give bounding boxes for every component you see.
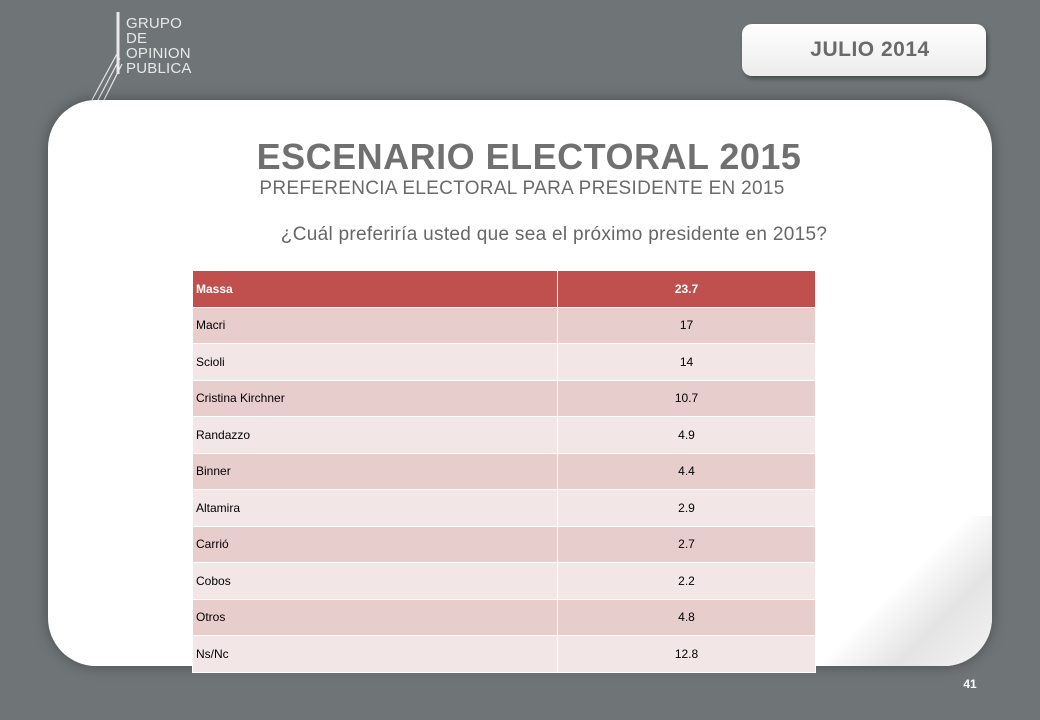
table-row: Massa 23.7: [192, 270, 816, 308]
candidate-value: 2.9: [557, 489, 816, 527]
page-curl: [822, 516, 992, 666]
logo-lines-icon: [91, 12, 123, 101]
logo-line: DE: [126, 30, 148, 47]
candidate-name: Ns/Nc: [192, 635, 558, 673]
candidate-name: Binner: [192, 452, 558, 490]
candidate-value: 2.7: [557, 525, 816, 563]
candidate-name: Otros: [192, 598, 558, 636]
logo-line: PUBLICA: [126, 60, 192, 77]
table-row: Randazzo 4.9: [192, 416, 816, 454]
table-row: Scioli 14: [192, 343, 816, 381]
table-row: Carrió 2.7: [192, 525, 816, 563]
table-row: Ns/Nc 12.8: [192, 635, 816, 673]
page-number: 41: [963, 677, 977, 691]
candidate-value: 4.9: [557, 416, 816, 454]
candidate-value: 2.2: [557, 562, 816, 600]
candidate-name: Altamira: [192, 489, 558, 527]
date-badge: JULIO 2014: [742, 24, 986, 76]
logo-text: GRUPO DE OPINION PUBLICA: [126, 16, 192, 76]
content-card: ESCENARIO ELECTORAL 2015 PREFERENCIA ELE…: [48, 100, 992, 673]
candidate-value: 4.8: [557, 598, 816, 636]
candidate-name: Macri: [192, 306, 558, 344]
logo-line: OPINION: [126, 45, 191, 62]
page-subtitle: PREFERENCIA ELECTORAL PARA PRESIDENTE EN…: [259, 178, 785, 199]
table-row: Altamira 2.9: [192, 489, 816, 527]
candidate-value: 14: [557, 343, 816, 381]
table-row: Macri 17: [192, 306, 816, 344]
candidate-name: Carrió: [192, 525, 558, 563]
candidate-name: Randazzo: [192, 416, 558, 454]
date-label: JULIO 2014: [810, 38, 930, 61]
candidate-name: Cristina Kirchner: [192, 379, 558, 417]
candidate-value: 4.4: [557, 452, 816, 490]
candidate-value: 23.7: [557, 270, 816, 308]
candidate-value: 17: [557, 306, 816, 344]
survey-question: ¿Cuál preferiría usted que sea el próxim…: [280, 224, 828, 245]
candidate-name: Massa: [192, 270, 558, 308]
logo-line: GRUPO: [126, 15, 183, 32]
page-title: ESCENARIO ELECTORAL 2015: [256, 136, 802, 177]
logo: GRUPO DE OPINION PUBLICA: [88, 12, 228, 102]
table-row: Binner 4.4: [192, 452, 816, 490]
table-row: Cristina Kirchner 10.7: [192, 379, 816, 417]
candidate-name: Scioli: [192, 343, 558, 381]
table-row: Cobos 2.2: [192, 562, 816, 600]
results-table: Massa 23.7 Macri 17 Scioli 14 Cristina K…: [192, 270, 816, 673]
candidate-value: 12.8: [557, 635, 816, 673]
table-row: Otros 4.8: [192, 598, 816, 636]
candidate-name: Cobos: [192, 562, 558, 600]
candidate-value: 10.7: [557, 379, 816, 417]
